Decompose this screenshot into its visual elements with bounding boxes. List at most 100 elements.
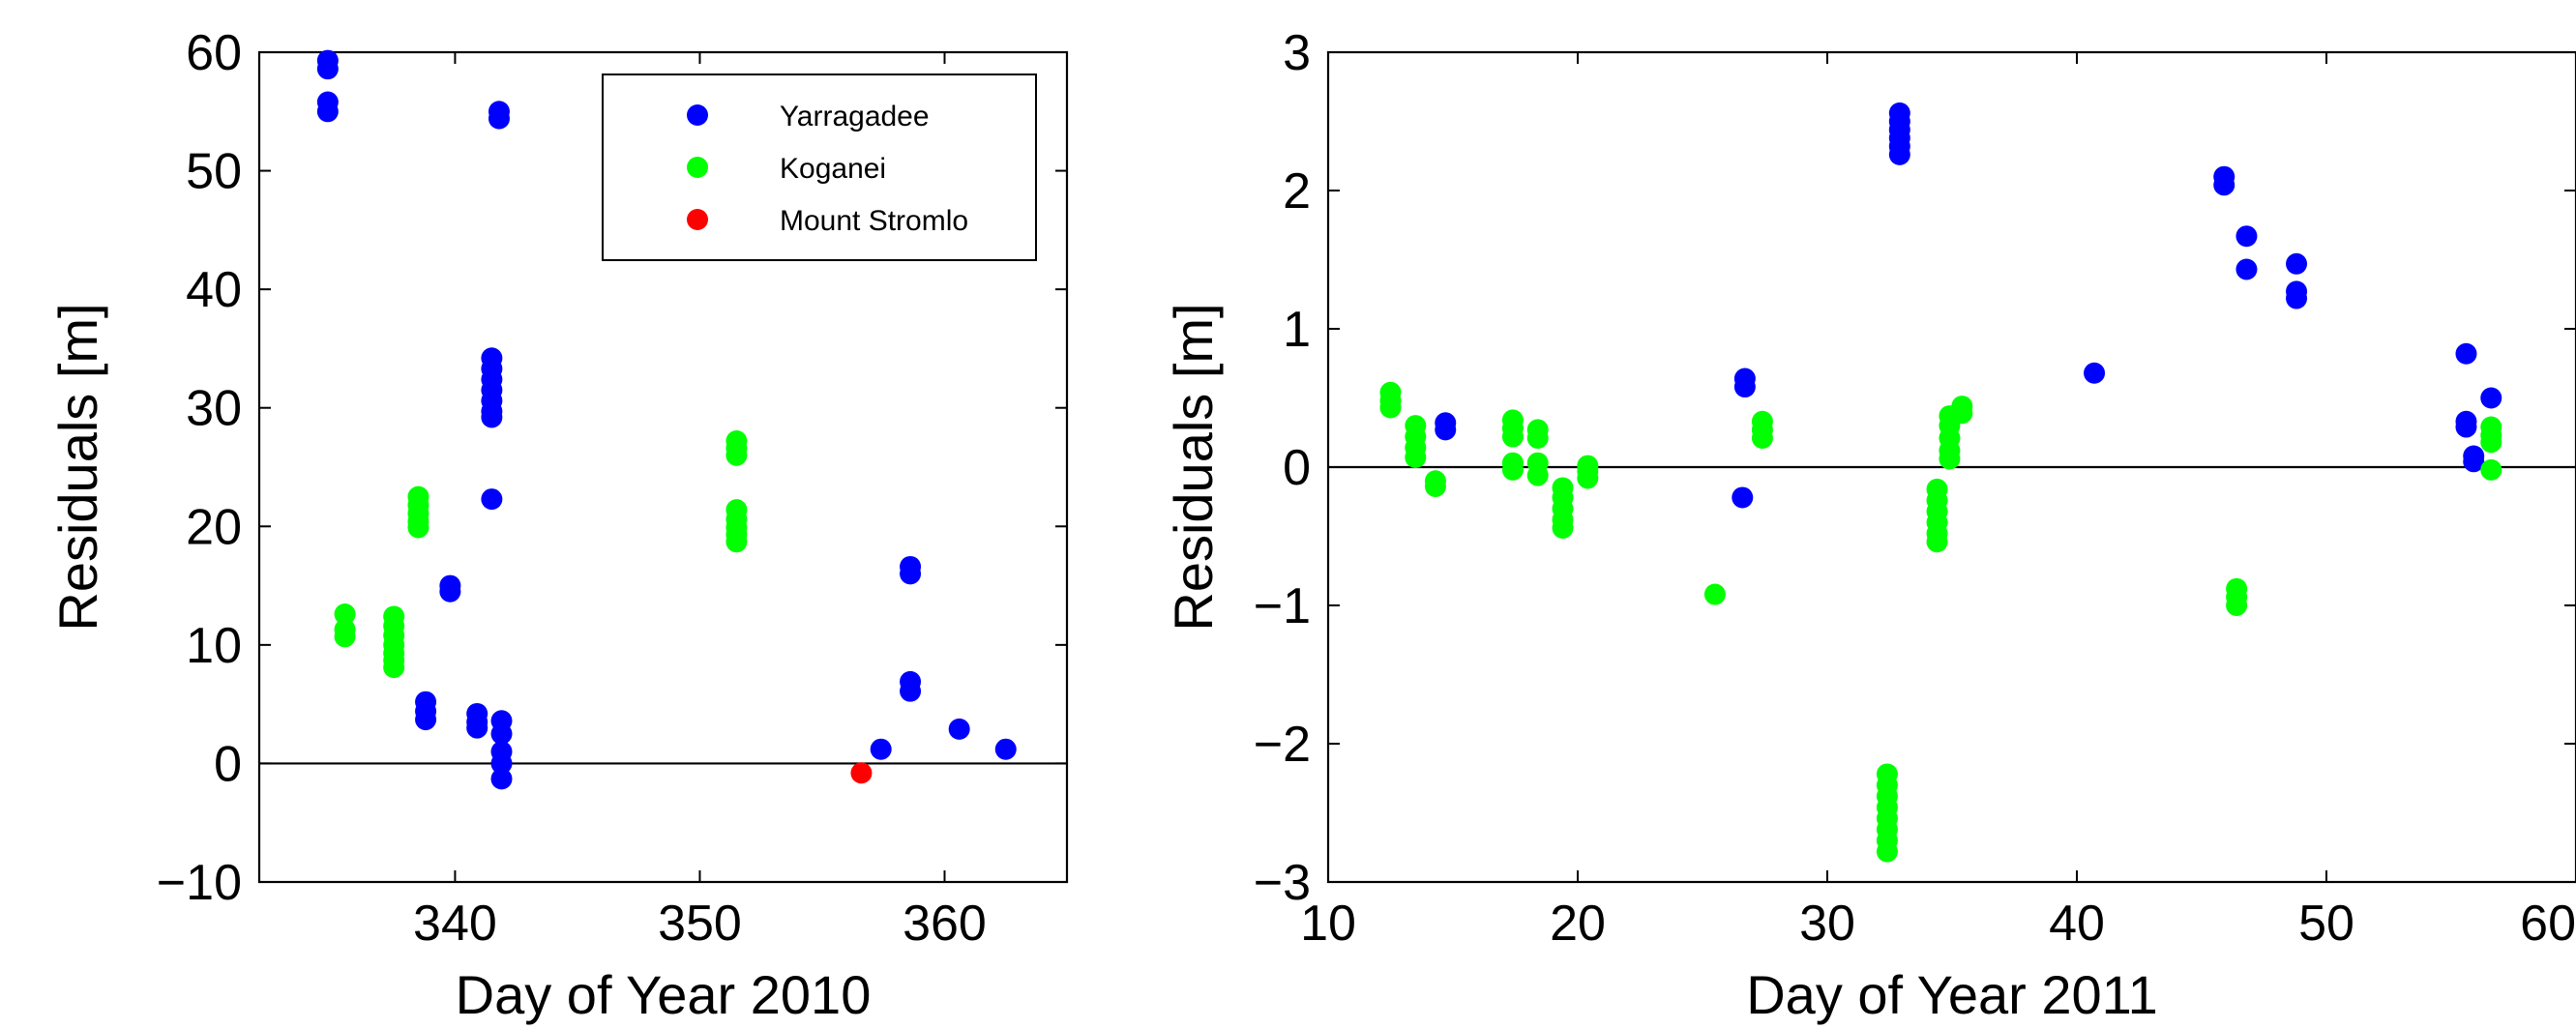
data-point [1732, 486, 1754, 509]
data-point [415, 709, 437, 731]
y-tick-label: 60 [186, 25, 242, 81]
y-tick-label: 3 [1283, 25, 1311, 81]
series-yarragadee [316, 49, 1017, 790]
data-point [2084, 362, 2106, 384]
y-tick-label: 2 [1283, 163, 1311, 220]
legend-label: Koganei [780, 153, 886, 185]
data-point [316, 58, 339, 80]
data-point [2235, 258, 2258, 280]
data-point [316, 101, 339, 123]
data-point [334, 603, 356, 625]
y-tick-label: −2 [1254, 717, 1311, 773]
series-yarragadee [1435, 102, 2502, 509]
data-point [2226, 595, 2248, 616]
x-tick-label: 350 [658, 896, 742, 952]
data-point [1526, 426, 1549, 449]
data-point [948, 718, 970, 740]
x-tick-label: 20 [1550, 896, 1606, 952]
data-point [1876, 840, 1898, 863]
data-point [725, 444, 748, 466]
data-point [1926, 531, 1948, 553]
data-point [490, 768, 513, 790]
series-mount-stromlo [850, 762, 873, 784]
data-point [900, 563, 922, 585]
data-point [481, 488, 503, 511]
y-tick-label: 20 [186, 499, 242, 555]
legend-marker [687, 157, 708, 178]
left-scatter-panel: −10 0 10 20 30 40 50 60 340 350 360 Day of Year 201… [47, 25, 1069, 1025]
data-point [1379, 397, 1402, 419]
y-axis-label: Residuals [m] [47, 303, 108, 631]
y-axis-label: Residuals [m] [1163, 303, 1224, 631]
data-point [1424, 476, 1446, 498]
data-point [2455, 416, 2477, 438]
x-tick-label: 50 [2298, 896, 2354, 952]
series-koganei [334, 430, 748, 679]
legend-box [602, 74, 1037, 261]
data-point [2286, 252, 2308, 275]
data-point [2213, 174, 2235, 196]
data-point [1501, 426, 1524, 448]
y-tick-label: −10 [157, 855, 242, 911]
data-point [2286, 287, 2308, 309]
series-koganei [1379, 381, 2502, 863]
data-point [850, 762, 873, 784]
data-point [2480, 431, 2502, 454]
data-point [488, 107, 510, 130]
data-point [870, 738, 892, 760]
data-point [407, 516, 429, 539]
data-point [1501, 458, 1524, 481]
data-point [2480, 387, 2502, 409]
data-point [383, 657, 405, 679]
y-tick-label: 40 [186, 262, 242, 318]
x-tick-label: 60 [2520, 896, 2576, 952]
data-point [2463, 451, 2485, 473]
data-point [490, 722, 513, 745]
x-tick-label: 10 [1300, 896, 1356, 952]
x-tick-label: 30 [1799, 896, 1855, 952]
legend-marker [687, 209, 708, 230]
right-scatter-panel: −3 −2 −1 0 1 2 3 10 20 30 40 50 60 Day of Year 2011 Re… [1163, 25, 2576, 1025]
data-point [334, 626, 356, 648]
legend-label: Yarragadee [780, 101, 930, 132]
data-point [725, 531, 748, 553]
y-tick-label: 1 [1283, 302, 1311, 358]
legend: Yarragadee Koganei Mount Stromlo [602, 74, 1037, 261]
data-point [466, 717, 489, 739]
data-point [994, 738, 1017, 760]
data-point [2480, 458, 2502, 481]
data-point [1703, 583, 1726, 605]
data-point [2235, 225, 2258, 248]
x-tick-label: 360 [903, 896, 987, 952]
data-point [1435, 419, 1457, 441]
y-tick-label: 0 [214, 736, 242, 792]
data-point [1888, 143, 1910, 165]
data-point [481, 406, 503, 428]
legend-label: Mount Stromlo [780, 205, 968, 237]
axes-frame [257, 50, 1069, 884]
data-point [1751, 426, 1773, 449]
x-axis-label: Day of Year 2010 [456, 964, 872, 1025]
legend-marker [687, 104, 708, 126]
y-tick-label: −3 [1254, 855, 1311, 911]
data-point [1552, 516, 1574, 539]
data-point [1939, 448, 1961, 470]
data-point [1577, 467, 1599, 489]
x-axis-label: Day of Year 2011 [1746, 964, 2158, 1025]
y-tick-label: 0 [1283, 440, 1311, 496]
x-tick-label: 40 [2049, 896, 2105, 952]
data-point [1526, 464, 1549, 486]
y-tick-label: 30 [186, 381, 242, 437]
data-point [1951, 402, 1973, 425]
data-point [1733, 376, 1756, 398]
data-point [490, 752, 513, 775]
data-point [900, 680, 922, 702]
data-point [1405, 446, 1427, 468]
y-tick-label: −1 [1254, 578, 1311, 634]
data-point [2455, 342, 2477, 365]
y-tick-label: 10 [186, 618, 242, 674]
y-tick-label: 50 [186, 144, 242, 200]
x-tick-label: 340 [413, 896, 497, 952]
data-point [439, 580, 461, 603]
